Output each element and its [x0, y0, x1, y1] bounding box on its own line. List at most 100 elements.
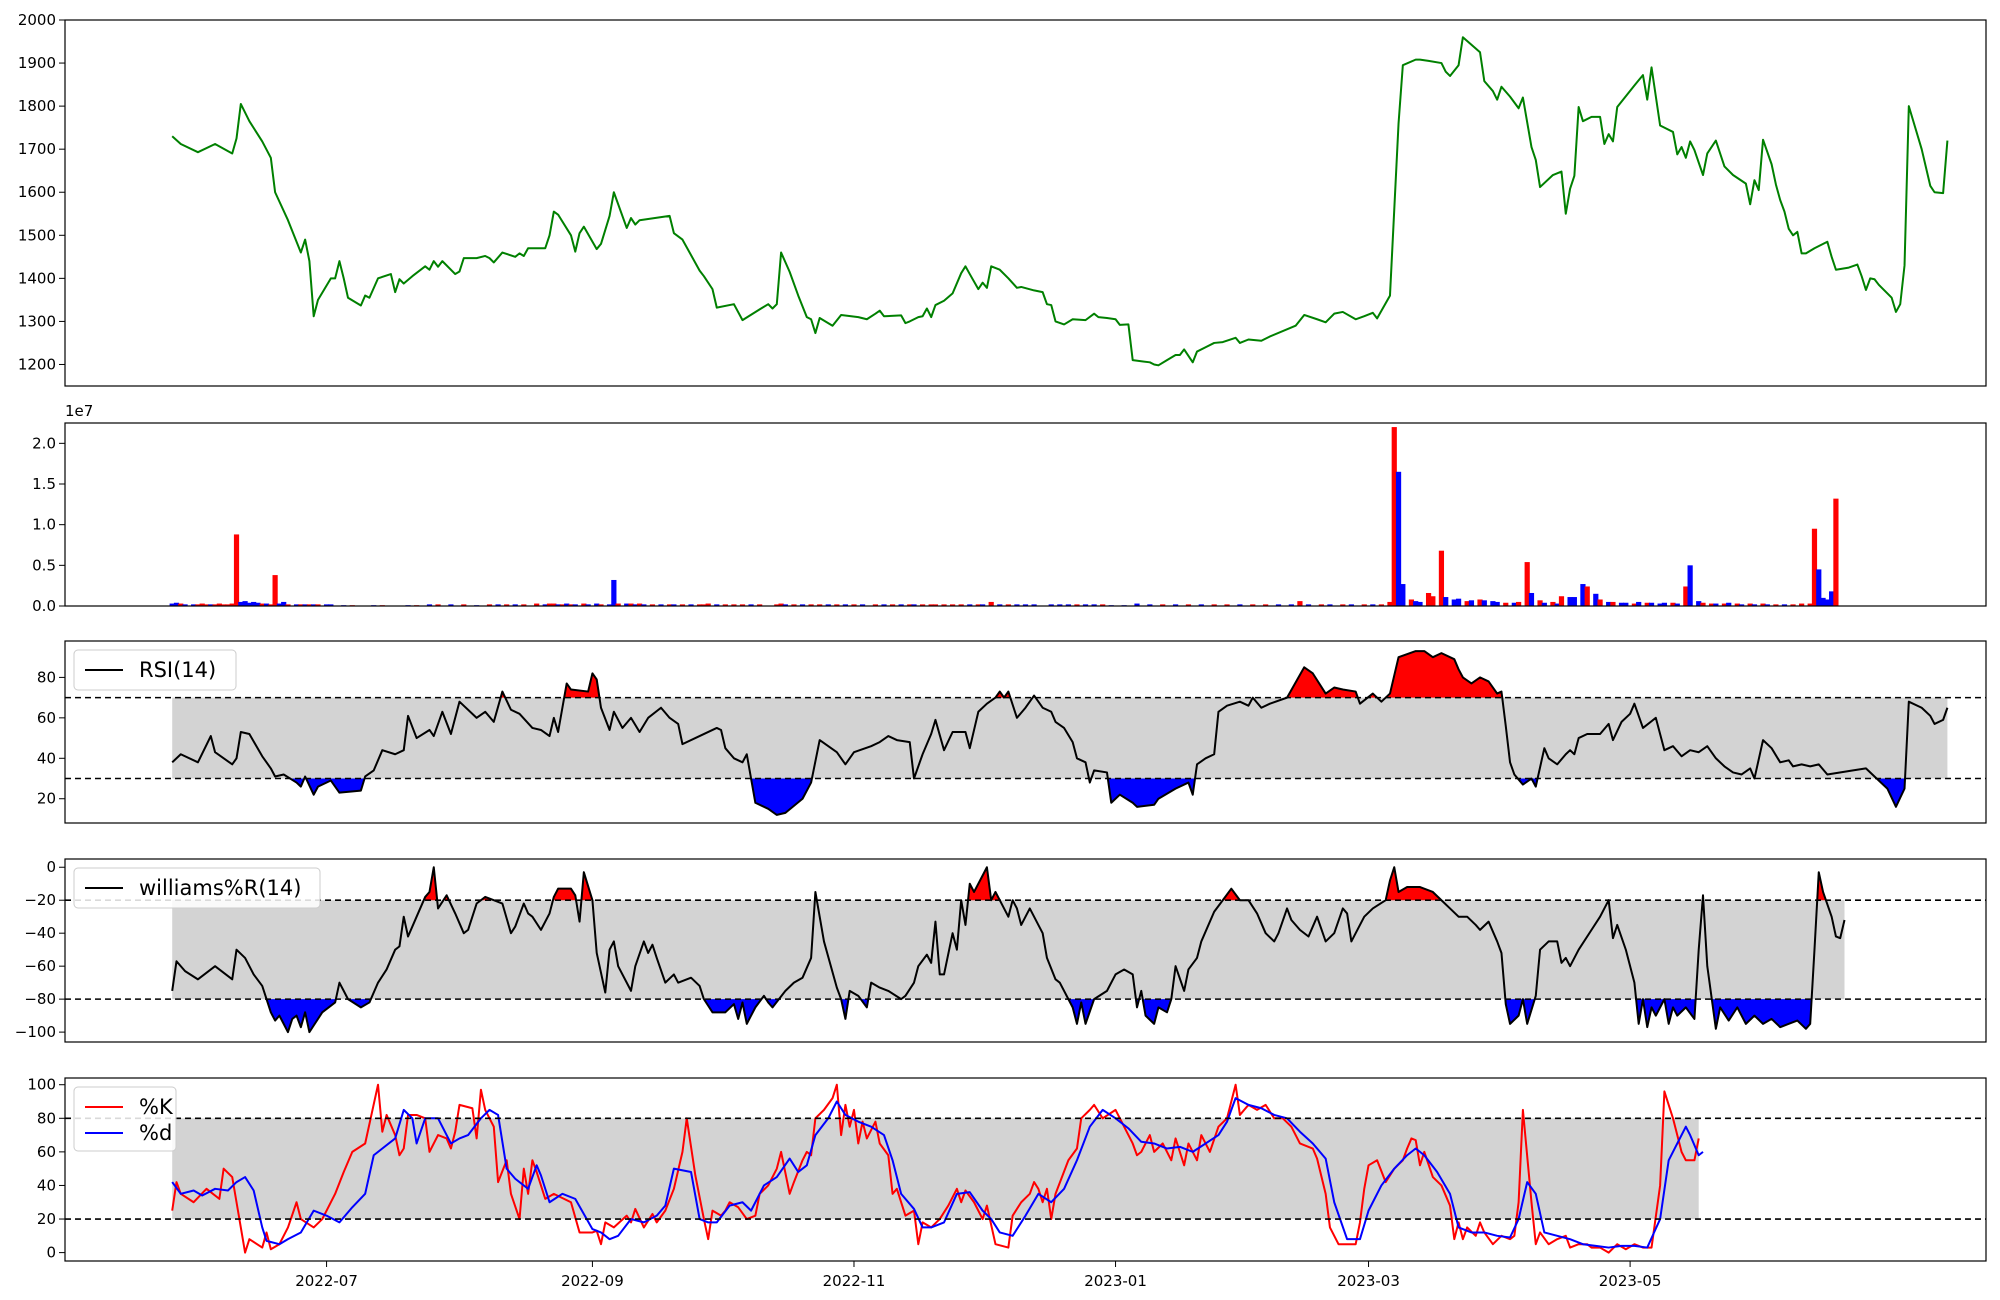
volume-bar: [1558, 596, 1565, 606]
volume-bar: [928, 604, 934, 606]
stochastic-panel: 0 20 40 60 80 100 %K%d: [27, 1076, 1987, 1262]
volume-ytick-label: 0.5: [32, 556, 56, 574]
williams-legend: [73, 867, 321, 909]
stochastic-ytick-label: 80: [37, 1109, 56, 1127]
volume-bar: [495, 604, 501, 606]
volume-bar: [1584, 586, 1590, 606]
volume-bar: [774, 604, 780, 606]
volume-bar: [808, 604, 814, 606]
price-ytick-label: 1700: [18, 140, 56, 158]
volume-bar: [1541, 602, 1547, 606]
volume-bar: [1198, 604, 1204, 606]
williams-r-panel: −100 −80 −60 −40 −20 0 williams%R(14): [15, 858, 1987, 1043]
volume-bar: [585, 604, 591, 606]
volume-bar: [1014, 604, 1020, 606]
stochastic-line--k: [171, 1083, 1700, 1254]
volume-bar: [782, 604, 788, 606]
volume-bar: [1477, 599, 1483, 606]
volume-bar: [697, 604, 703, 606]
volume-bar: [757, 604, 763, 606]
price-panel: 1200 1300 1400 1500 1600 1700 1800 1900 2000: [18, 11, 1987, 387]
volume-bar: [615, 603, 621, 606]
volume-bar: [1580, 584, 1586, 606]
stochastic-ytick-label: 20: [37, 1210, 56, 1228]
price-ytick-label: 1300: [18, 312, 56, 330]
volume-bar: [1074, 604, 1080, 606]
volume-bar: [1361, 604, 1367, 606]
date-tick-label: 2022-07: [295, 1272, 358, 1290]
volume-bar: [1408, 599, 1415, 606]
volume-bar: [919, 604, 926, 606]
stochastic-ytick-label: 60: [37, 1143, 56, 1161]
volume-bar: [1417, 601, 1423, 606]
williams-oversold-fill: [703, 999, 762, 1024]
volume-bar: [281, 601, 287, 606]
volume-bar: [1430, 596, 1436, 606]
date-axis: 2022-07 2022-09 2022-11 2023-01 2023-03 2023-…: [295, 1261, 1661, 1290]
price-ytick-label: 1900: [18, 54, 56, 72]
volume-bar: [302, 604, 308, 606]
volume-bar: [1378, 604, 1384, 606]
volume-bar: [293, 604, 300, 606]
volume-bar: [1683, 586, 1689, 606]
volume-bar: [1091, 604, 1097, 606]
volume-bar: [1721, 603, 1728, 606]
volume-bar: [328, 604, 334, 606]
price-ytick-label: 1400: [18, 269, 56, 287]
volume-bar: [598, 604, 604, 606]
williams-ytick-label: −20: [24, 891, 56, 909]
volume-bar: [1516, 601, 1522, 606]
volume-bar: [611, 579, 617, 606]
volume-bar: [1100, 604, 1106, 606]
stochastic-ytick-label: 0: [46, 1244, 56, 1262]
volume-bar: [1618, 602, 1625, 606]
stochastic-ytick-label: 40: [37, 1176, 56, 1194]
volume-bar: [1687, 565, 1693, 606]
volume-bar: [1670, 602, 1676, 606]
price-ytick-label: 1200: [18, 355, 56, 373]
volume-bar: [1713, 603, 1719, 606]
volume-bar: [1700, 602, 1706, 606]
volume-bar: [1554, 603, 1560, 606]
volume-bar: [898, 604, 904, 606]
williams-ytick-label: −40: [24, 924, 56, 942]
volume-bar: [722, 604, 728, 606]
volume-bar: [958, 604, 964, 606]
volume-bar: [1738, 604, 1745, 606]
rsi-ytick-label: 60: [37, 709, 56, 727]
volume-bar: [1185, 604, 1192, 606]
volume-bar: [1451, 599, 1457, 606]
volume-bar: [323, 604, 330, 606]
volume-bar: [1734, 603, 1740, 606]
volume-bar: [701, 604, 707, 606]
volume-bar: [594, 603, 600, 606]
volume-bar: [739, 604, 746, 606]
volume-bar: [1636, 601, 1642, 606]
volume-bar: [1571, 597, 1577, 606]
volume-bar: [1391, 427, 1397, 606]
volume-panel: 0.0 0.5 1.0 1.5 2.0 1e7: [32, 402, 1987, 615]
williams-oversold-fill: [766, 999, 779, 1008]
volume-bar: [564, 603, 570, 606]
volume-bar: [504, 604, 510, 606]
volume-bar: [173, 602, 180, 606]
volume-bar: [1511, 602, 1517, 606]
volume-bar: [461, 604, 467, 606]
rsi-ytick-label: 20: [37, 790, 56, 808]
volume-bar: [748, 604, 754, 606]
williams-ytick-label: −60: [24, 957, 56, 975]
williams-ytick-label: −100: [15, 1023, 56, 1041]
volume-ytick-label: 2.0: [32, 434, 56, 452]
williams-line-williams-r-14-: [171, 866, 1846, 1034]
volume-bar: [251, 601, 257, 606]
volume-bar: [448, 604, 454, 606]
date-tick-label: 2022-09: [561, 1272, 624, 1290]
volume-bar: [1082, 604, 1089, 606]
volume-bar: [967, 604, 973, 606]
volume-bar: [1790, 604, 1796, 606]
volume-bar: [1348, 604, 1354, 606]
volume-bar: [1305, 604, 1312, 606]
volume-bar: [1773, 604, 1779, 606]
volume-bar: [679, 604, 686, 606]
volume-bar: [1644, 602, 1650, 606]
